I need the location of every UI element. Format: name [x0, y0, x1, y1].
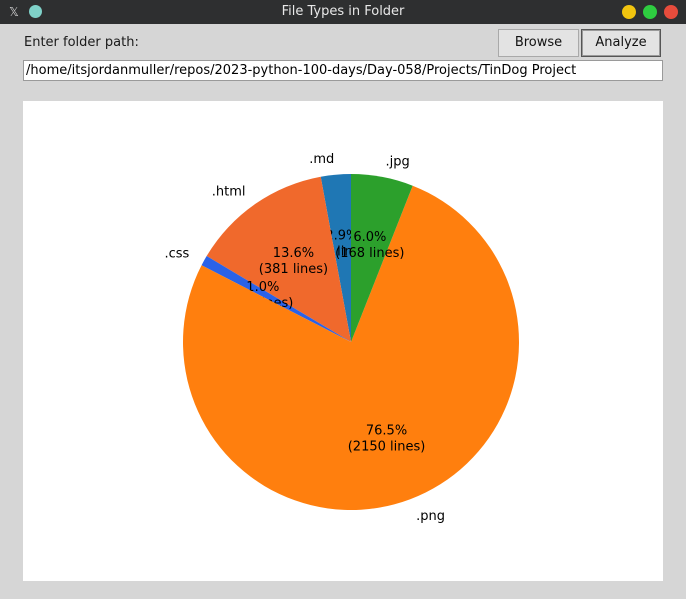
- pie-slice-png: [182, 185, 519, 511]
- folder-path-input[interactable]: /home/itsjordanmuller/repos/2023-python-…: [23, 60, 663, 81]
- close-icon[interactable]: [664, 5, 678, 19]
- minimize-icon[interactable]: [622, 5, 636, 19]
- slice-label-css: .css: [165, 246, 190, 261]
- slice-lines-png: (2150 lines): [348, 439, 426, 454]
- title-bar: 𝕏 File Types in Folder: [0, 0, 686, 24]
- pie-slice-md: [320, 174, 351, 342]
- slice-percent-png: 76.5%: [366, 423, 407, 438]
- slice-label-jpg: .jpg: [386, 154, 410, 169]
- browse-button[interactable]: Browse: [498, 29, 579, 57]
- slice-lines-jpg: (168 lines): [335, 246, 404, 261]
- slice-percent-jpg: 6.0%: [353, 230, 386, 245]
- slice-percent-md: 2.9%: [325, 229, 358, 244]
- window-title: File Types in Folder: [281, 4, 405, 19]
- slice-label-html: .html: [212, 184, 246, 199]
- pie-chart-area: .md 2.9% (81 lines) .html 13.6% (381 lines) .c…: [23, 101, 663, 581]
- folder-path-label: Enter folder path:: [24, 35, 139, 50]
- app-icon[interactable]: 𝕏: [9, 5, 19, 19]
- analyze-button[interactable]: Analyze: [581, 29, 661, 57]
- pie-slice-html: [206, 176, 351, 342]
- slice-label-md: .md: [309, 152, 334, 167]
- slice-percent-css: 1.0%: [246, 280, 279, 295]
- pie-slice-css: [201, 256, 351, 342]
- slice-lines-html: (381 lines): [259, 262, 328, 277]
- slice-percent-html: 13.6%: [273, 246, 314, 261]
- maximize-icon[interactable]: [643, 5, 657, 19]
- slice-label-png: .png: [416, 509, 445, 524]
- pin-icon[interactable]: [29, 5, 42, 18]
- pie-slice-jpg: [351, 174, 413, 342]
